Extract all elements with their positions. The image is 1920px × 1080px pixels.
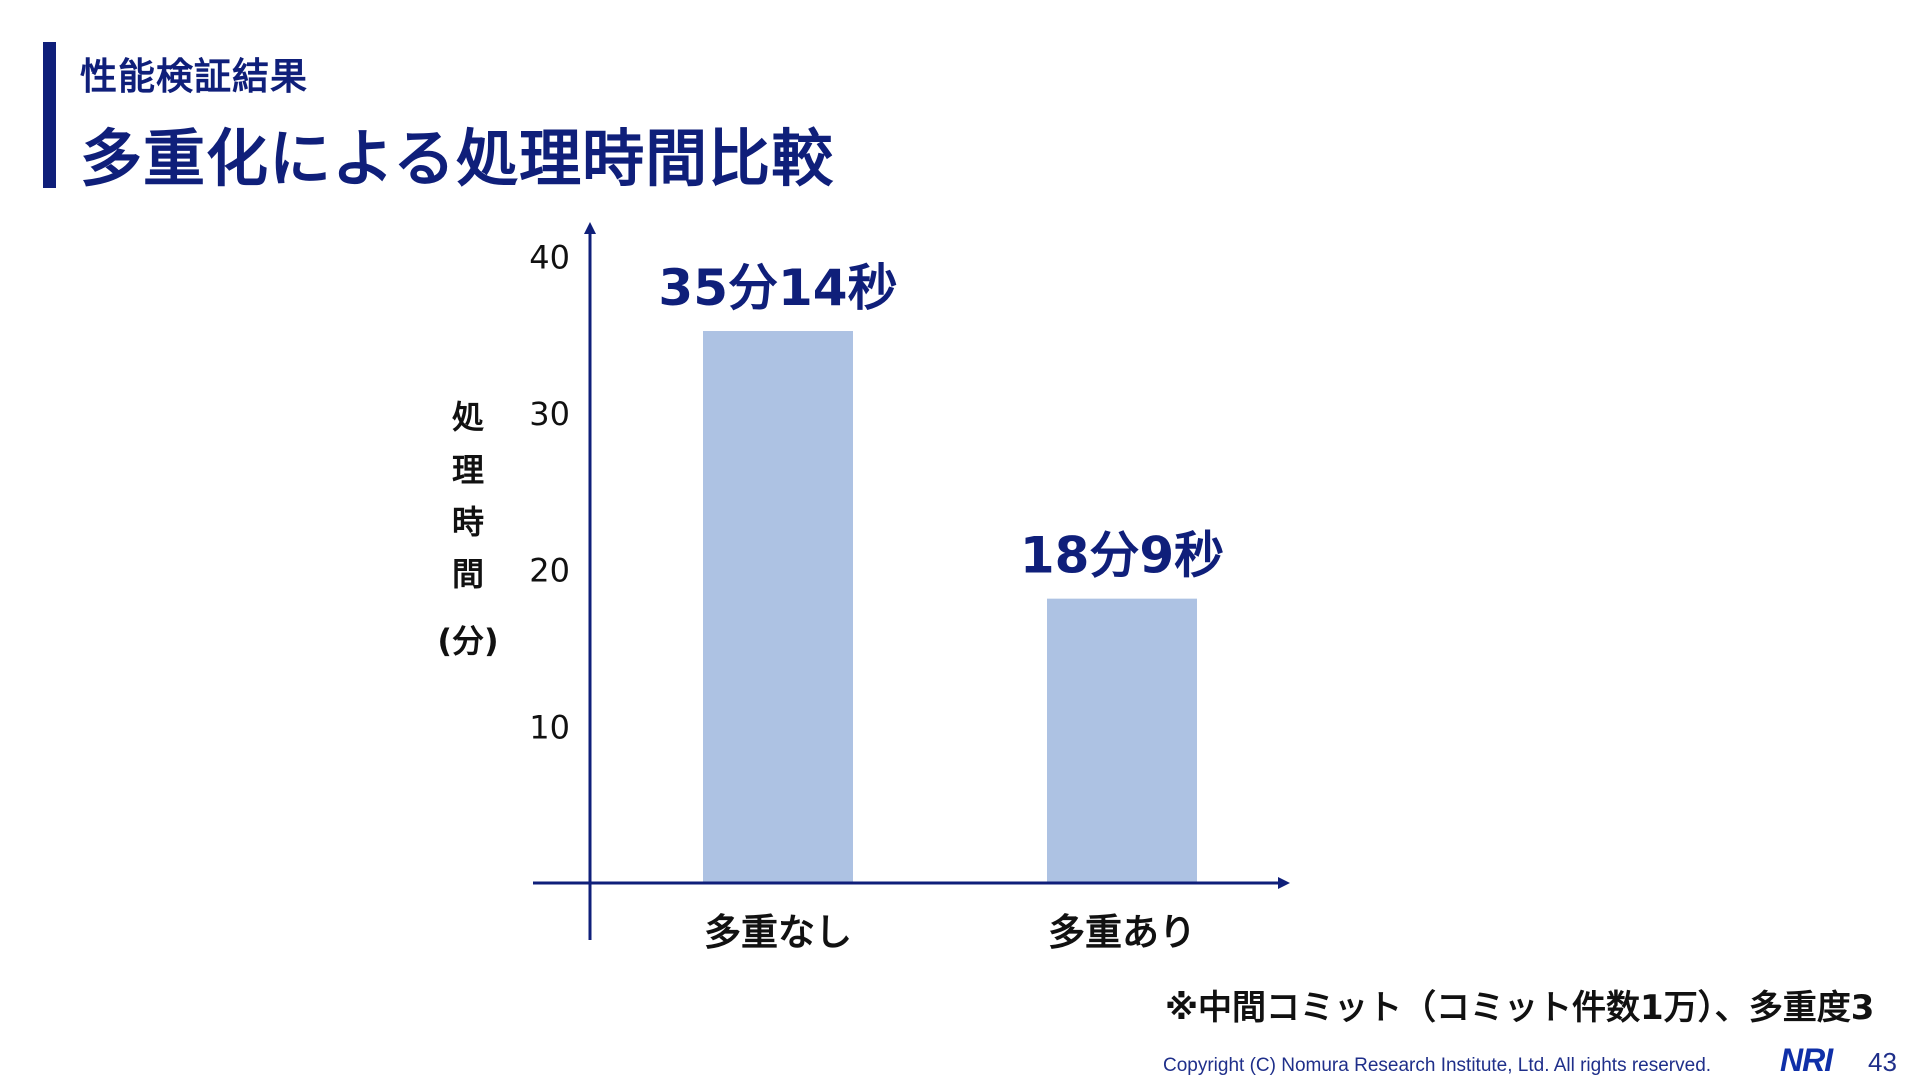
y-axis-label-part-5: (分) bbox=[437, 622, 498, 660]
x-category-label-1: 多重なし bbox=[704, 911, 852, 954]
y-tick-label-20: 20 bbox=[529, 552, 570, 590]
y-axis-label-part-3: 時 bbox=[452, 503, 484, 541]
y-axis-label-part-2: 理 bbox=[452, 451, 484, 489]
footnote: ※中間コミット（コミット件数1万）、多重度3 bbox=[1165, 988, 1875, 1028]
x-axis-arrow bbox=[1278, 877, 1290, 889]
copyright-text: Copyright (C) Nomura Research Institute,… bbox=[1163, 1055, 1712, 1076]
bar-2 bbox=[1047, 598, 1197, 883]
page-number: 43 bbox=[1868, 1047, 1897, 1077]
x-category-label-2: 多重あり bbox=[1048, 911, 1196, 954]
bar-1 bbox=[703, 331, 853, 883]
data-label-2: 18分9秒 bbox=[1020, 527, 1224, 585]
y-axis-label-part-4: 間 bbox=[452, 555, 484, 593]
y-tick-label-10: 10 bbox=[529, 708, 570, 746]
y-axis-label-part-1: 処 bbox=[452, 398, 484, 436]
slide-subtitle: 性能検証結果 bbox=[80, 55, 308, 98]
title-accent-bar bbox=[43, 42, 56, 188]
data-label-1: 35分14秒 bbox=[658, 259, 897, 317]
y-tick-label-40: 40 bbox=[529, 238, 570, 276]
slide-title: 多重化による処理時間比較 bbox=[80, 122, 835, 195]
y-axis-arrow bbox=[584, 222, 596, 234]
y-tick-label-30: 30 bbox=[529, 395, 570, 433]
nri-logo: NRI bbox=[1780, 1042, 1833, 1078]
